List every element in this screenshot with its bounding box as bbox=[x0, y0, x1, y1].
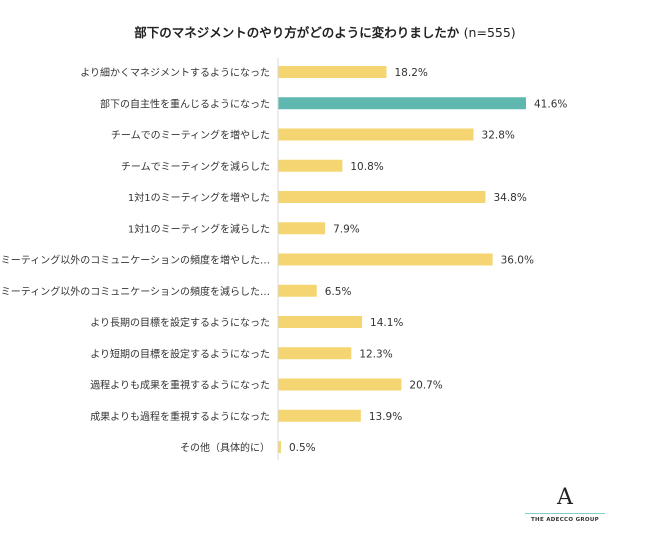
category-label: 1対1のミーティングを減らした bbox=[128, 222, 270, 235]
value-label: 0.5% bbox=[289, 442, 316, 454]
value-label: 20.7% bbox=[409, 380, 442, 392]
bar bbox=[278, 97, 526, 110]
category-label: 部下の自主性を重んじるようになった bbox=[100, 97, 270, 110]
bar bbox=[278, 409, 361, 422]
category-label: 過程よりも成果を重視するようになった bbox=[90, 379, 270, 392]
bar bbox=[278, 191, 486, 203]
adecco-logo: A THE ADECCO GROUP bbox=[525, 487, 605, 523]
logo-mark: A bbox=[557, 485, 573, 510]
sample-size: (n=555) bbox=[463, 25, 516, 40]
value-label: 10.8% bbox=[350, 161, 383, 173]
category-label: その他（具体的に） bbox=[180, 441, 270, 454]
category-label: ミーティング以外のコミュニケーションの頻度を増やした… bbox=[1, 254, 270, 267]
bar bbox=[278, 66, 387, 78]
value-label: 36.0% bbox=[501, 255, 534, 267]
value-label: 41.6% bbox=[534, 98, 567, 110]
value-label: 14.1% bbox=[370, 317, 403, 329]
category-label: チームでのミーティングを増やした bbox=[111, 129, 270, 142]
value-label: 13.9% bbox=[369, 411, 402, 423]
bar bbox=[278, 159, 343, 172]
logo-divider bbox=[525, 513, 605, 514]
category-label: より長期の目標を設定するようになった bbox=[90, 316, 270, 329]
category-label: 成果よりも過程を重視するようになった bbox=[90, 410, 270, 423]
logo-text: THE ADECCO GROUP bbox=[531, 517, 599, 523]
value-label: 6.5% bbox=[325, 286, 352, 298]
bar bbox=[278, 316, 363, 328]
category-label: より細かくマネジメントするようになった bbox=[80, 66, 270, 79]
bar bbox=[278, 128, 474, 141]
bar bbox=[278, 441, 281, 453]
value-label: 18.2% bbox=[395, 67, 428, 79]
value-label: 12.3% bbox=[359, 348, 392, 360]
bar bbox=[278, 253, 493, 266]
value-label: 32.8% bbox=[482, 130, 515, 142]
value-label: 7.9% bbox=[333, 223, 360, 235]
category-label: ミーティング以外のコミュニケーションの頻度を減らした… bbox=[1, 285, 270, 298]
bar bbox=[278, 378, 402, 391]
bar bbox=[278, 347, 352, 360]
category-label: より短期の目標を設定するようになった bbox=[90, 347, 270, 360]
value-label: 34.8% bbox=[493, 192, 526, 204]
category-label: チームでミーティングを減らした bbox=[121, 160, 270, 173]
bar bbox=[278, 222, 326, 235]
category-label: 1対1のミーティングを増やした bbox=[128, 191, 270, 204]
title-text: 部下のマネジメントのやり方がどのように変わりましたか bbox=[134, 25, 460, 40]
chart-title: 部下のマネジメントのやり方がどのように変わりましたか (n=555) bbox=[0, 22, 650, 41]
bar bbox=[278, 284, 317, 297]
